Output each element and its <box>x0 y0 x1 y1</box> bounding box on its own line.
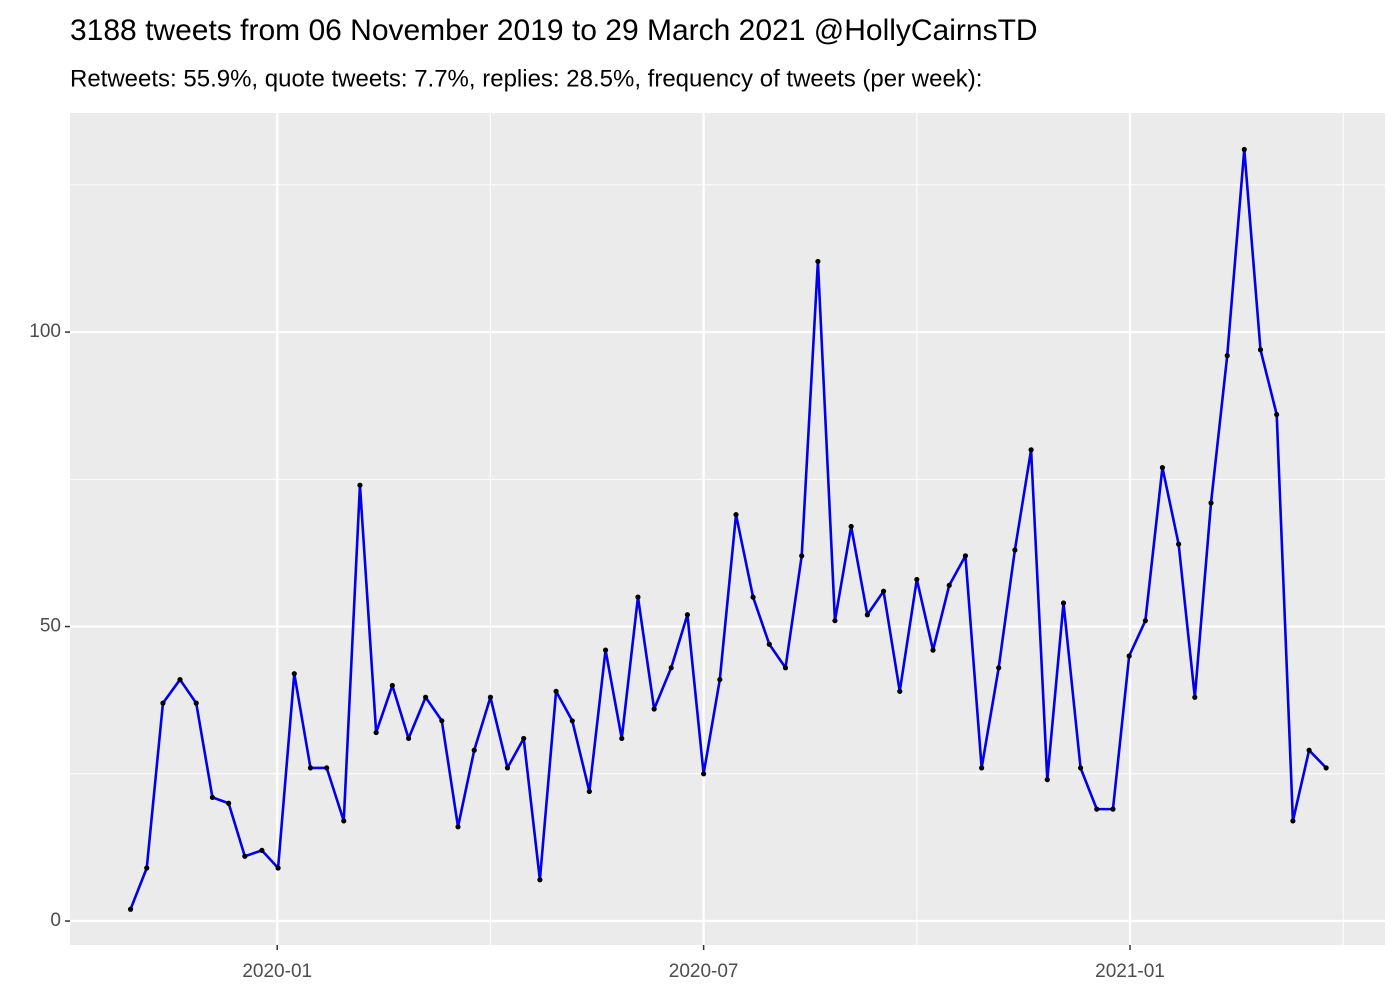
point <box>1290 818 1296 824</box>
point <box>864 612 870 618</box>
point <box>602 647 609 653</box>
point <box>733 512 739 518</box>
point <box>537 877 543 883</box>
point <box>684 612 691 618</box>
point <box>1094 806 1100 812</box>
point <box>226 800 232 806</box>
point <box>914 576 920 583</box>
point <box>160 700 166 706</box>
point <box>193 700 199 706</box>
point <box>1208 500 1214 506</box>
point <box>1159 464 1166 471</box>
point <box>1110 806 1116 812</box>
point <box>701 771 707 777</box>
point <box>946 582 952 588</box>
point <box>373 729 379 736</box>
point <box>569 718 575 724</box>
chart-title: 3188 tweets from 06 November 2019 to 29 … <box>70 14 1038 47</box>
point <box>979 765 985 771</box>
point <box>996 665 1002 671</box>
point <box>1241 146 1247 153</box>
point <box>127 906 134 912</box>
y-tick-label: 0 <box>50 910 61 931</box>
point <box>259 847 265 853</box>
point <box>1274 411 1280 418</box>
point <box>291 671 297 677</box>
point <box>750 594 756 600</box>
point <box>782 665 789 671</box>
point <box>1192 694 1198 700</box>
point <box>1012 547 1018 553</box>
x-tick-label: 2021-01 <box>1095 961 1165 982</box>
chart-subtitle: Retweets: 55.9%, quote tweets: 7.7%, rep… <box>70 65 982 92</box>
point <box>324 765 330 771</box>
x-tick-label: 2020-07 <box>669 961 739 982</box>
point <box>766 641 772 647</box>
point <box>799 553 805 559</box>
point <box>635 594 641 600</box>
point <box>471 747 477 753</box>
point <box>651 706 657 712</box>
point <box>341 818 347 824</box>
point <box>668 665 674 671</box>
y-tick-label: 100 <box>29 321 61 342</box>
point <box>504 765 511 771</box>
point <box>405 735 412 742</box>
point <box>389 682 395 689</box>
point <box>1176 541 1182 547</box>
point <box>439 718 445 724</box>
point <box>1077 765 1084 771</box>
plot-panel <box>70 113 1385 945</box>
point <box>1224 353 1230 359</box>
point <box>1028 447 1034 453</box>
point <box>209 794 216 800</box>
point <box>832 618 838 624</box>
point <box>1044 777 1050 783</box>
point <box>717 676 723 683</box>
point <box>423 694 429 700</box>
point <box>553 688 559 694</box>
point <box>177 676 183 683</box>
point <box>815 258 821 265</box>
point <box>357 482 363 488</box>
point <box>880 588 887 594</box>
point <box>1060 600 1067 606</box>
point <box>1306 747 1312 753</box>
point <box>487 694 494 700</box>
point <box>930 647 936 653</box>
point <box>848 523 854 530</box>
x-tick-label: 2020-01 <box>242 961 312 982</box>
point <box>619 735 625 742</box>
point <box>586 788 592 795</box>
y-tick-label: 50 <box>40 616 61 637</box>
point <box>1257 347 1264 353</box>
line <box>129 148 1328 910</box>
point <box>242 853 248 859</box>
point <box>1323 765 1329 771</box>
point <box>521 735 527 742</box>
point <box>1142 618 1148 624</box>
point <box>962 553 969 559</box>
point <box>307 765 314 771</box>
point <box>144 865 150 871</box>
point <box>455 824 461 830</box>
point <box>1126 653 1132 659</box>
point <box>275 865 281 871</box>
point <box>897 688 903 694</box>
